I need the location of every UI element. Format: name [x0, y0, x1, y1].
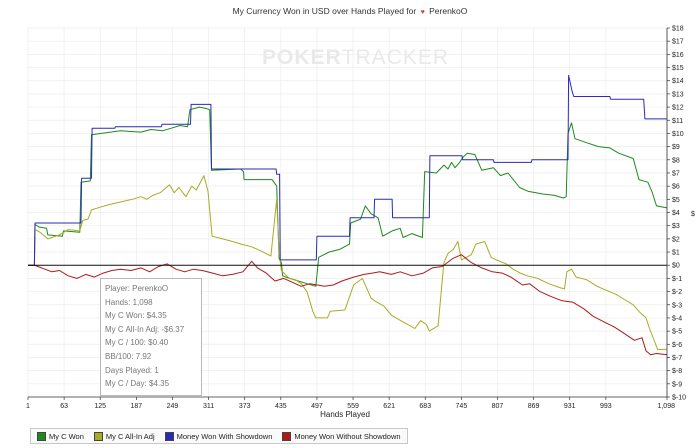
stat-line: My C All-In Adj: -$6.37	[105, 324, 185, 334]
x-tick-label: 931	[564, 403, 576, 410]
y-tick-label: $-10	[672, 395, 686, 402]
legend-item: Money Won With Showdown	[164, 431, 273, 441]
x-axis-ticks: 1 63 125 187 249 311 373 435 497 559 621 683 745 807 8…	[26, 397, 675, 410]
y-tick-label: $-5	[672, 329, 682, 336]
x-tick-label: 249	[167, 403, 179, 410]
legend-item: My C All-In Adj	[93, 431, 155, 441]
x-tick-label: 993	[600, 403, 612, 410]
stat-line: My C / 100: $0.40	[105, 338, 169, 348]
x-axis-label: Hands Played	[320, 410, 370, 419]
y-tick-label: $14	[672, 78, 684, 85]
y-tick-label: $3	[672, 223, 680, 230]
y-tick-label: $-4	[672, 315, 682, 322]
stat-line: Player: PerenkoO	[105, 284, 169, 293]
y-tick-label: $4	[672, 210, 680, 217]
y-axis-ticks: $18 $17 $16 $15 $14 $13 $12 $11 $10 $9 $8 $7 $6 $5 $4 $…	[667, 26, 686, 402]
title-text: My Currency Won in USD over Hands Played…	[232, 6, 417, 16]
legend: My C Won My C All-In Adj Money Won With Sh…	[30, 428, 408, 444]
x-tick-label: 559	[347, 403, 359, 410]
y-tick-label: $11	[672, 118, 683, 125]
legend-swatch	[164, 431, 174, 441]
legend-label: Money Won Without Showdown	[294, 431, 401, 441]
heart-icon: ♥	[420, 9, 425, 16]
legend-swatch	[93, 431, 103, 441]
x-tick-label: 311	[203, 403, 214, 410]
y-tick-label: $13	[672, 91, 684, 98]
legend-swatch	[37, 431, 46, 441]
stat-line: Hands: 1,098	[105, 297, 153, 307]
y-tick-label: $12	[672, 105, 684, 112]
stat-line: My C Won: $4.35	[105, 311, 167, 321]
y-tick-label: $15	[672, 65, 684, 72]
y-tick-label: $-3	[672, 302, 682, 309]
y-tick-label: $8	[672, 157, 680, 164]
x-tick-label: 373	[239, 403, 251, 410]
y-tick-label: $-9	[672, 381, 682, 388]
y-tick-label: $7	[672, 170, 680, 177]
y-tick-label: $-1	[672, 276, 682, 283]
y-tick-label: $18	[672, 26, 684, 33]
y-tick-label: $5	[672, 197, 680, 204]
series-line-1	[28, 175, 668, 351]
pokertracker-watermark: POKERTRACKER	[262, 46, 450, 69]
x-tick-label: 621	[383, 403, 395, 410]
legend-item: My C Won	[37, 431, 84, 441]
y-tick-label: $10	[672, 131, 684, 138]
y-tick-label: $17	[672, 39, 684, 46]
x-tick-label: 869	[528, 403, 540, 410]
stat-line: My C / Day: $4.35	[105, 379, 170, 389]
series-line-0	[28, 106, 668, 287]
chart-title: My Currency Won in USD over Hands Played…	[0, 6, 700, 16]
x-tick-label: 497	[311, 403, 323, 410]
y-tick-label: $-8	[672, 368, 682, 375]
x-tick-label: 745	[456, 403, 468, 410]
x-tick-label: 807	[492, 403, 504, 410]
x-tick-label: 1,098	[657, 403, 675, 410]
title-player: PerenkoO	[429, 6, 468, 16]
stat-line: BB/100: 7.92	[105, 351, 152, 361]
y-tick-label: $-2	[672, 289, 682, 296]
legend-swatch	[282, 431, 292, 441]
x-tick-label: 63	[60, 403, 68, 410]
y-tick-label: $6	[672, 184, 680, 191]
stats-tooltip: Player: PerenkoO Hands: 1,098 My C Won: $4…	[100, 278, 202, 396]
y-tick-label: $2	[672, 236, 680, 243]
y-tick-label: $-6	[672, 342, 682, 349]
legend-label: Money Won With Showdown	[176, 431, 273, 441]
x-tick-label: 1	[26, 403, 30, 410]
series-lines	[28, 74, 668, 356]
y-tick-label: $-7	[672, 355, 682, 362]
x-tick-label: 435	[275, 403, 287, 410]
legend-label: My C All-In Adj	[105, 431, 155, 441]
y-tick-label: $1	[672, 250, 680, 257]
stat-line: Days Played: 1	[105, 365, 159, 375]
series-line-3	[28, 254, 668, 356]
series-line-2	[28, 74, 667, 266]
y-tick-label: $16	[672, 52, 684, 59]
x-tick-label: 683	[419, 403, 431, 410]
x-tick-label: 187	[131, 403, 143, 410]
legend-label: My C Won	[49, 431, 84, 441]
y-tick-label: $9	[672, 144, 680, 151]
legend-item: Money Won Without Showdown	[282, 431, 401, 441]
y-axis-label: $	[691, 211, 695, 218]
x-tick-label: 125	[94, 403, 106, 410]
y-tick-label: $0	[672, 263, 680, 270]
